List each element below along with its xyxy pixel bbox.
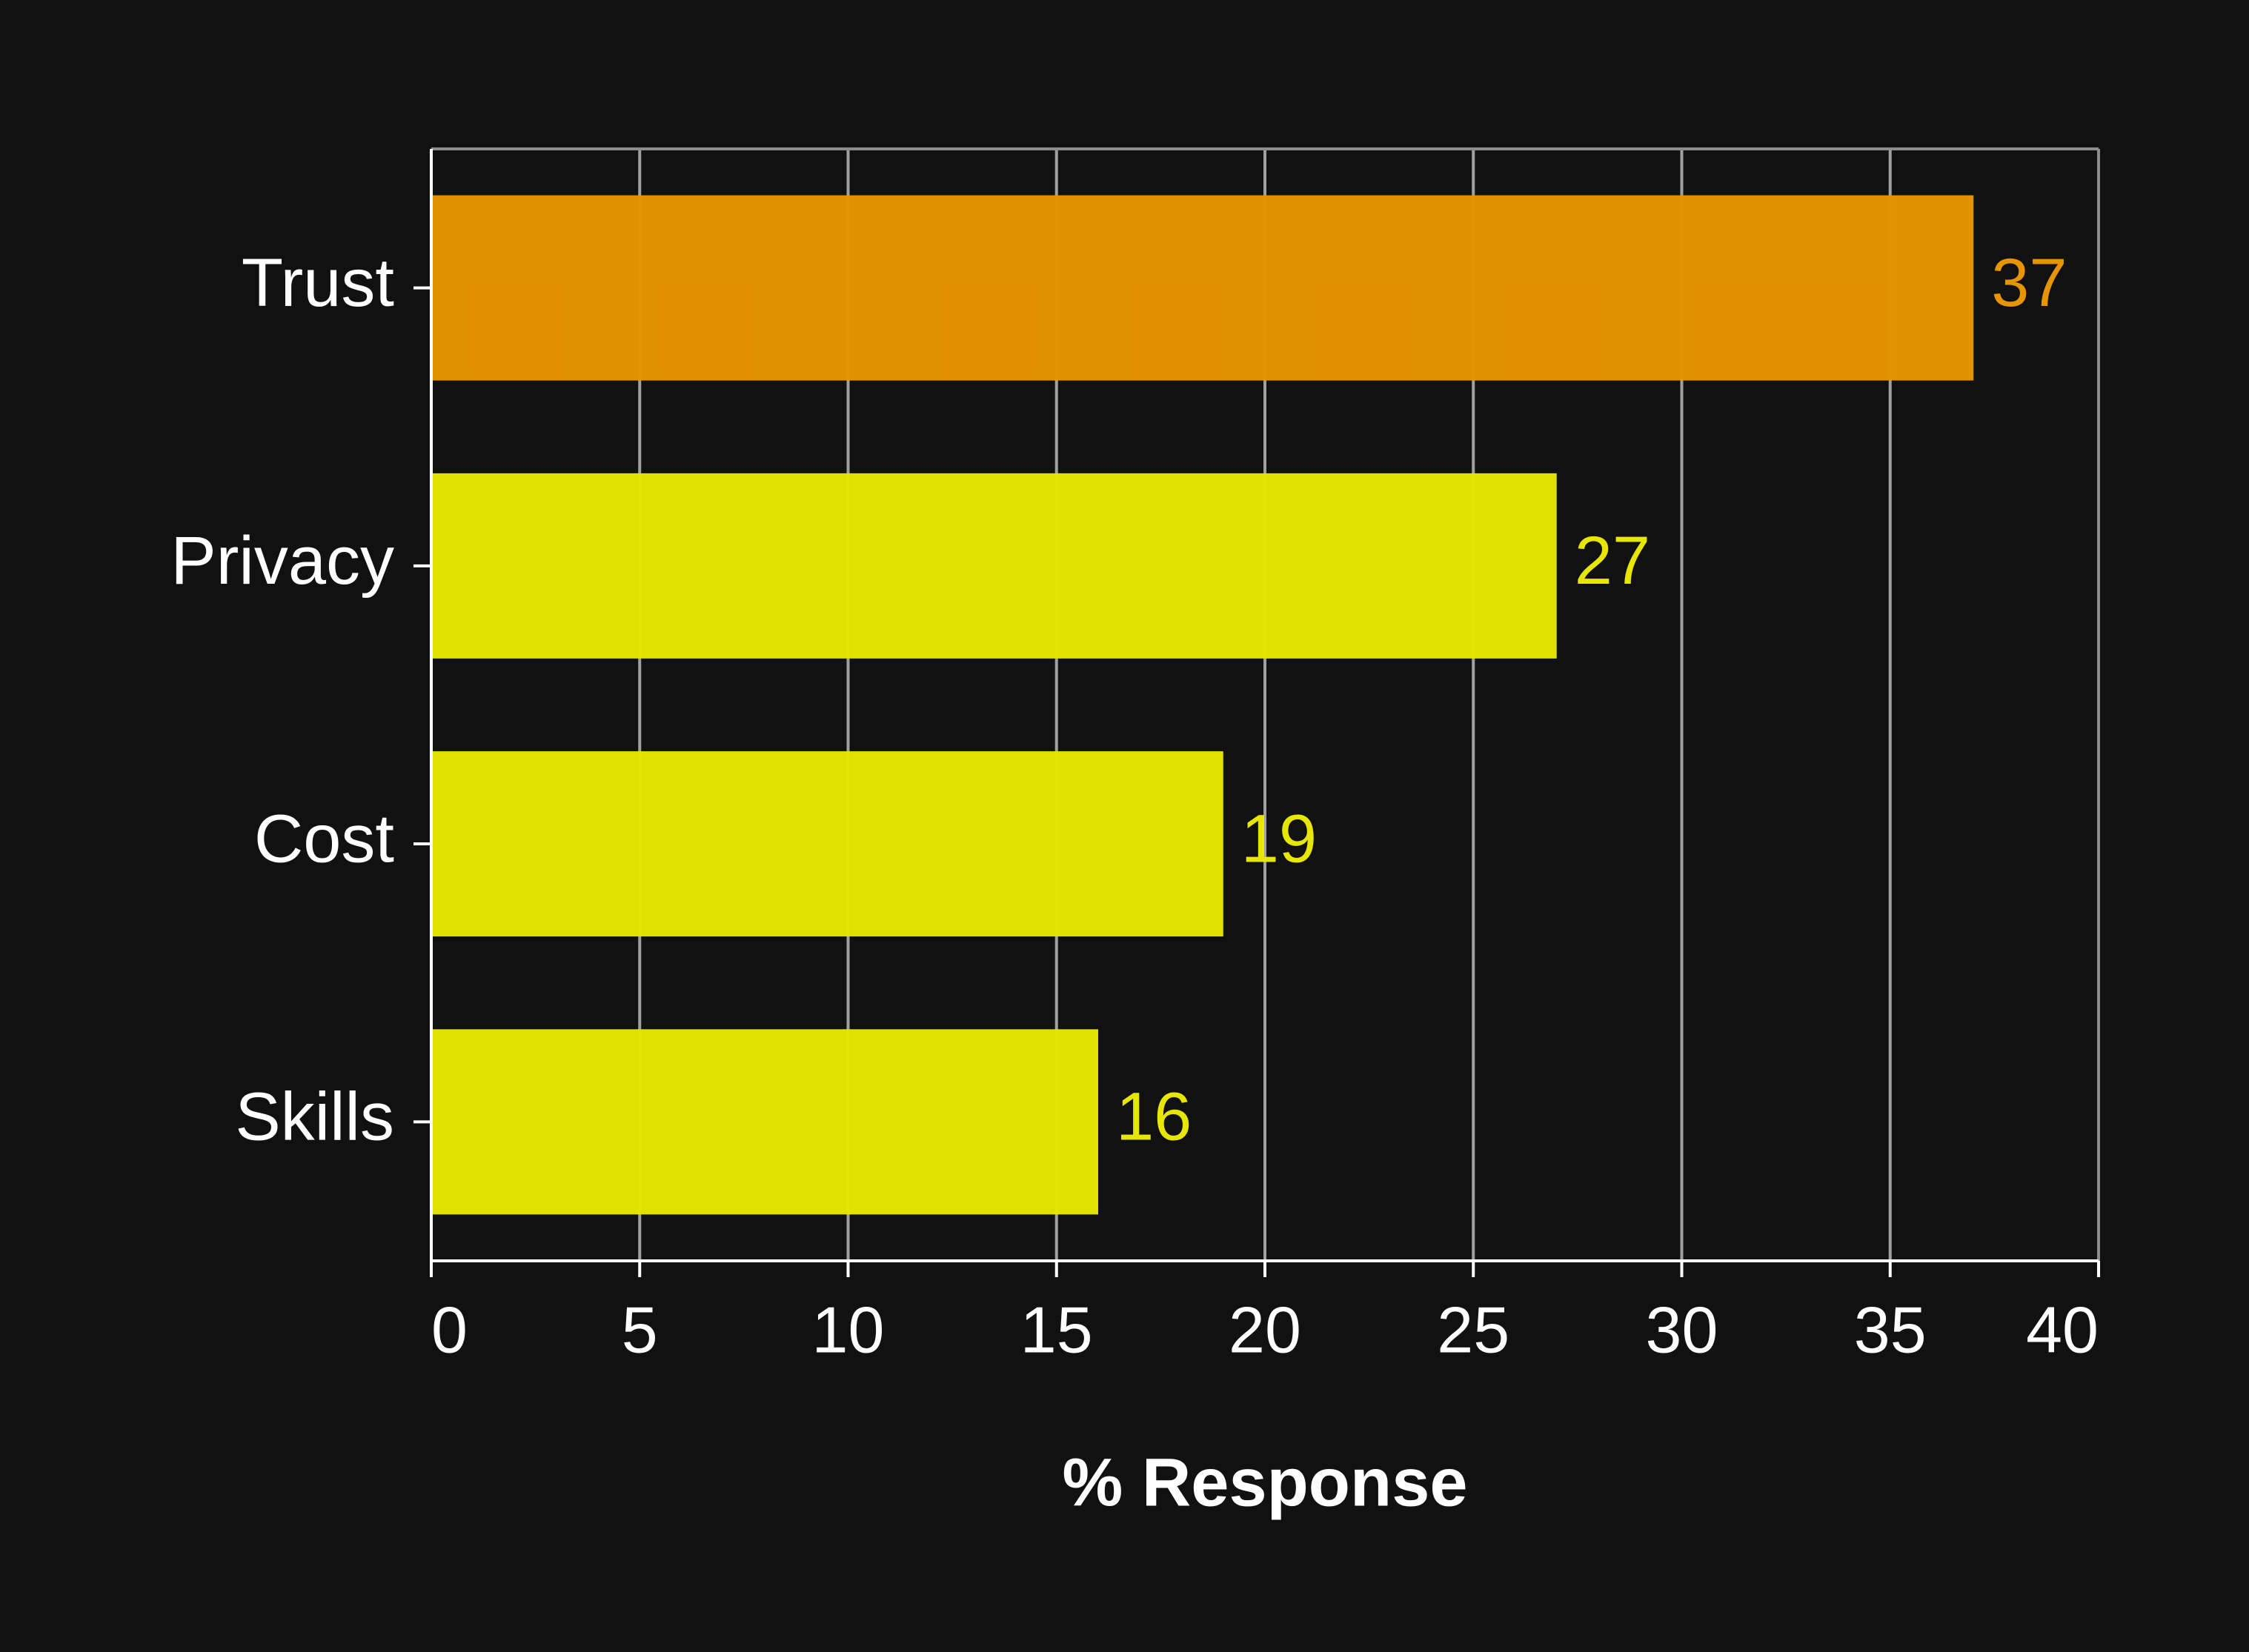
bar-trust <box>431 195 1974 381</box>
x-tick-label-35: 35 <box>1854 1293 1927 1366</box>
data-label-trust: 37 <box>1991 245 2067 321</box>
data-labels: 37 27 19 16 <box>1116 245 2067 1155</box>
x-tick-label-10: 10 <box>812 1293 885 1366</box>
x-tick-label-25: 25 <box>1437 1293 1509 1366</box>
x-axis-title: % Response <box>1062 1445 1467 1520</box>
x-tick-label-0: 0 <box>431 1293 468 1366</box>
y-axis: Trust Privacy Cost Skills <box>170 245 431 1155</box>
y-tick-label-trust: Trust <box>242 245 394 321</box>
data-label-privacy: 27 <box>1575 523 1650 599</box>
y-tick-label-skills: Skills <box>235 1079 394 1155</box>
bar-privacy <box>431 473 1557 659</box>
x-tick-label-40: 40 <box>2026 1293 2099 1366</box>
x-axis: 0 5 10 15 20 25 30 35 40 <box>430 1261 2100 1366</box>
x-tick-label-5: 5 <box>622 1293 658 1366</box>
x-tick-label-20: 20 <box>1229 1293 1301 1366</box>
bars <box>431 195 1974 1215</box>
data-label-cost: 19 <box>1241 801 1317 876</box>
data-label-skills: 16 <box>1116 1079 1192 1155</box>
y-tick-label-cost: Cost <box>254 801 394 876</box>
bar-cost <box>431 751 1223 937</box>
x-tick-label-30: 30 <box>1646 1293 1718 1366</box>
bar-skills <box>431 1029 1098 1215</box>
x-tick-label-15: 15 <box>1020 1293 1093 1366</box>
y-tick-label-privacy: Privacy <box>170 523 394 599</box>
